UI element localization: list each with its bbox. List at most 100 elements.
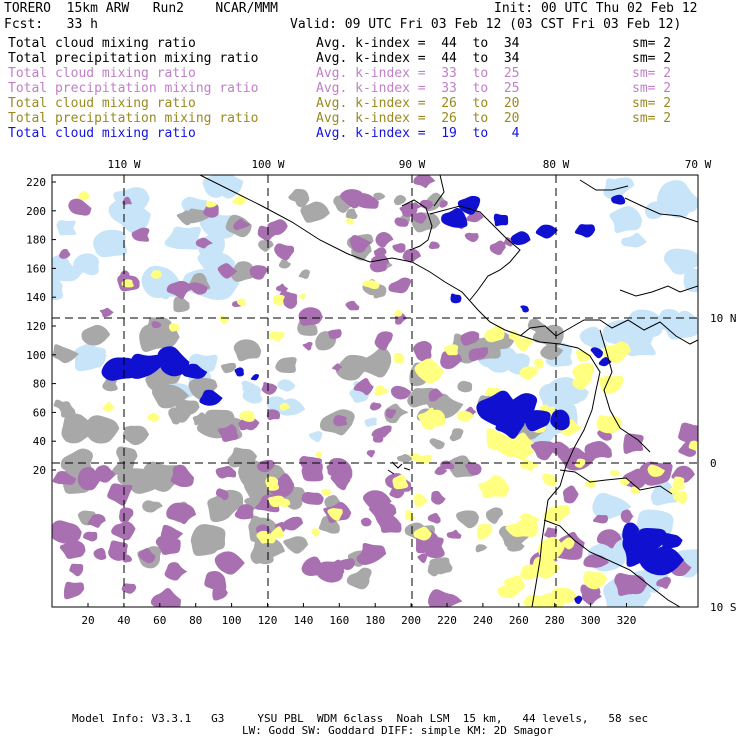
cloud-blob (399, 202, 418, 217)
longitude-label: 70 W (685, 158, 712, 171)
x-tick-label: 40 (117, 614, 130, 627)
cloud-blob (166, 502, 197, 525)
x-tick-label: 240 (473, 614, 493, 627)
cloud-blob (478, 475, 510, 499)
cloud-blob (509, 443, 535, 461)
cloud-blob (374, 385, 390, 397)
x-tick-label: 280 (545, 614, 565, 627)
cloud-blob (233, 218, 251, 231)
cloud-blob (83, 531, 98, 542)
legend-smoothing: sm= 2 (632, 51, 672, 66)
cloud-blob (283, 536, 309, 554)
cloud-blob (468, 347, 489, 362)
cloud-blob (353, 378, 374, 396)
valid-time: Valid: 09 UTC Fri 03 Feb 12 (03 CST Fri … (290, 17, 682, 32)
cloud-blob (374, 331, 393, 351)
cloud-blob (558, 537, 575, 550)
cloud-blob (449, 428, 464, 442)
cloud-blob (413, 340, 432, 362)
model-title: TORERO 15km ARW Run2 NCAR/MMM (4, 1, 278, 16)
cloud-blob (623, 433, 644, 454)
cloud-blob (272, 294, 285, 306)
cloud-blob (330, 473, 351, 491)
cloud-blob (119, 507, 134, 524)
cloud-blob (669, 205, 691, 218)
cloud-blob (214, 551, 245, 575)
cloud-blob (220, 362, 237, 374)
cloud-blob (396, 453, 413, 463)
cloud-blob (125, 353, 163, 379)
cloud-blob (450, 293, 462, 304)
y-tick-label: 200 (26, 205, 46, 218)
cloud-blob (315, 451, 322, 458)
cloud-blob (212, 584, 228, 601)
cloud-blob (101, 357, 136, 381)
cloud-blob (538, 536, 565, 561)
cloud-blob (614, 573, 648, 596)
cloud-blob (169, 413, 183, 425)
y-tick-label: 80 (33, 378, 46, 391)
cloud-blob (389, 487, 405, 499)
cloud-blob (279, 402, 291, 411)
cloud-blob (295, 191, 310, 208)
cloud-blob (362, 280, 380, 290)
cloud-blob (429, 438, 445, 450)
cloud-blob (59, 540, 86, 559)
cloud-blob (87, 514, 106, 528)
y-tick-label: 60 (33, 406, 46, 419)
cloud-blob (371, 428, 386, 438)
cloud-blob (394, 217, 409, 227)
cloud-blob (663, 248, 698, 275)
longitude-label: 90 W (399, 158, 426, 171)
cloud-blob (542, 473, 557, 487)
cloud-blob (550, 409, 570, 431)
cloud-blob (231, 261, 254, 282)
cloud-blob (111, 521, 136, 541)
y-tick-label: 140 (26, 291, 46, 304)
coastlines (199, 175, 698, 607)
legend-label: Total cloud mixing ratio (8, 36, 196, 51)
cloud-blob (166, 280, 194, 300)
cloud-blob (544, 527, 558, 539)
cloud-blob (620, 509, 634, 524)
cloud-blob (84, 415, 120, 444)
y-tick-label: 160 (26, 262, 46, 275)
cloud-blob (256, 530, 277, 544)
cloud-blob (493, 213, 509, 227)
cloud-blob (464, 462, 482, 476)
cloud-blob (417, 553, 428, 564)
cloud-blob (142, 500, 163, 513)
cloud-blob (122, 196, 132, 205)
cloud-blob (592, 514, 609, 524)
cloud-blob (660, 533, 683, 550)
cloud-blob (298, 293, 306, 300)
x-tick-label: 260 (509, 614, 529, 627)
cloud-blob (669, 486, 680, 495)
cloud-blob (182, 363, 208, 379)
cloud-blob (258, 240, 274, 252)
cloud-blob (486, 428, 513, 450)
cloud-blob (602, 341, 632, 363)
cloud-blob (131, 227, 150, 242)
cloud-blob (537, 592, 565, 607)
cloud-blob (168, 323, 180, 332)
cloud-blob (345, 218, 354, 225)
y-tick-label: 220 (26, 176, 46, 189)
cloud-blob (207, 489, 244, 523)
cloud-blob (52, 520, 82, 544)
cloud-blob (414, 493, 428, 507)
cloud-blob (279, 290, 298, 309)
cloud-blob (368, 502, 397, 526)
cloud-blob (94, 465, 117, 483)
cloud-blob (56, 220, 77, 236)
cloud-blob (173, 296, 190, 313)
cloud-blob (609, 206, 643, 234)
cloud-blob (199, 211, 236, 239)
cloud-blob (277, 398, 306, 416)
cloud-blob (252, 543, 270, 557)
cloud-blob (269, 331, 285, 342)
cloud-blob (339, 558, 356, 571)
x-tick-label: 160 (329, 614, 349, 627)
cloud-blob (428, 589, 463, 607)
cloud-blob (428, 388, 444, 402)
